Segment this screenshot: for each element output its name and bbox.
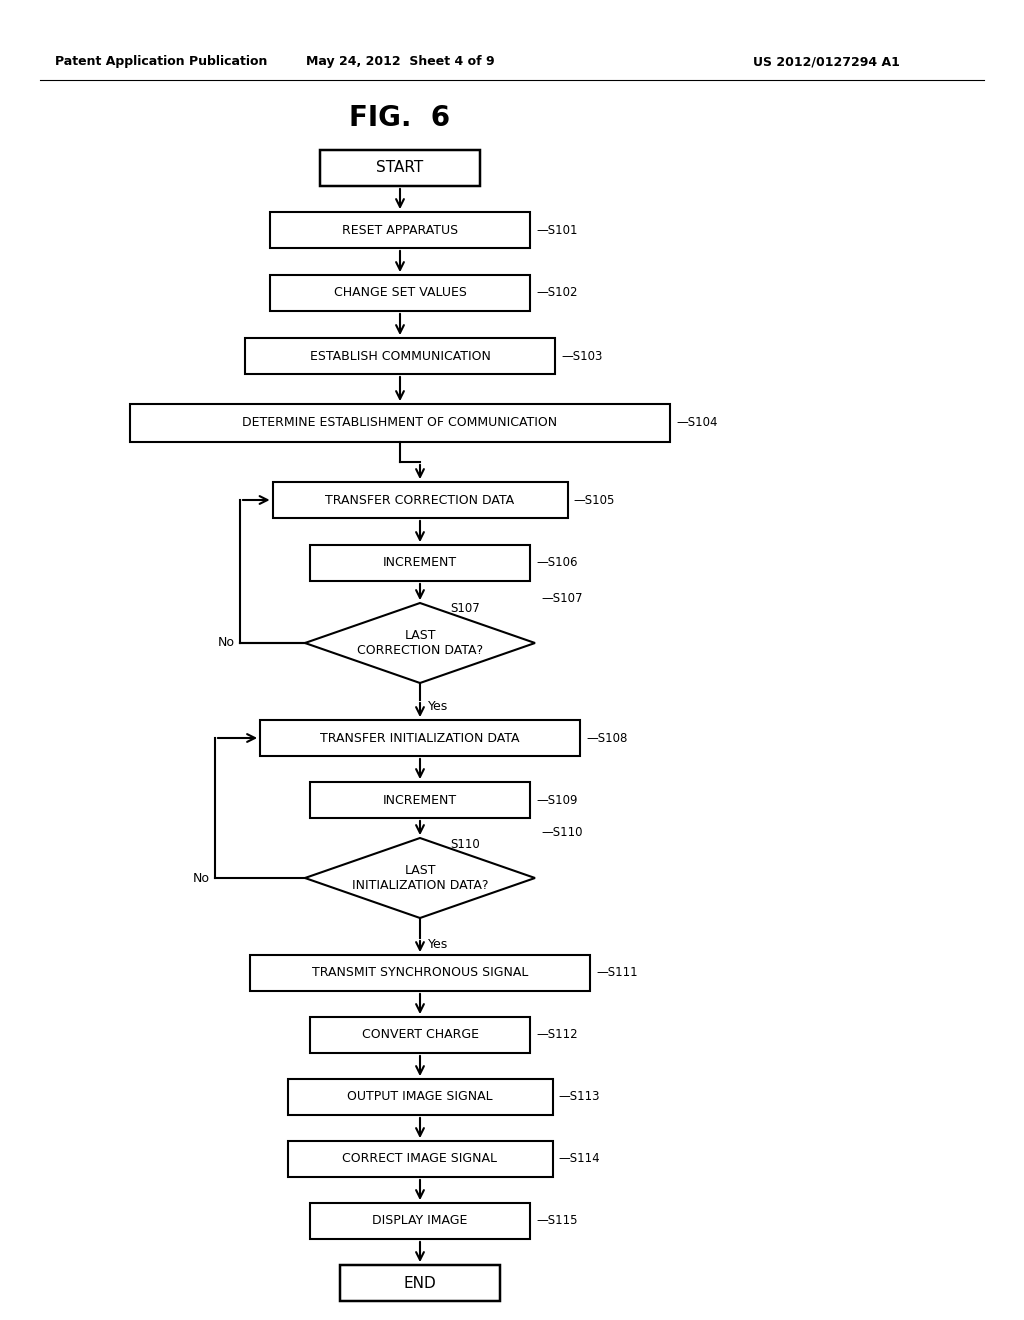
Text: Patent Application Publication: Patent Application Publication (55, 55, 267, 69)
Text: —S102: —S102 (536, 286, 578, 300)
Text: LAST
INITIALIZATION DATA?: LAST INITIALIZATION DATA? (352, 865, 488, 892)
Polygon shape (305, 603, 535, 682)
Text: May 24, 2012  Sheet 4 of 9: May 24, 2012 Sheet 4 of 9 (306, 55, 495, 69)
Bar (310, 1016, 530, 1053)
Text: INCREMENT: INCREMENT (383, 557, 457, 569)
Text: —S101: —S101 (536, 223, 578, 236)
Text: No: No (218, 636, 234, 649)
Text: —S104: —S104 (676, 417, 718, 429)
Bar (270, 275, 530, 312)
Polygon shape (305, 838, 535, 917)
Bar (260, 719, 580, 756)
Text: DISPLAY IMAGE: DISPLAY IMAGE (373, 1214, 468, 1228)
Bar (130, 404, 670, 442)
Bar (245, 338, 555, 374)
Text: CHANGE SET VALUES: CHANGE SET VALUES (334, 286, 467, 300)
Text: S110: S110 (450, 837, 480, 850)
Text: —S106: —S106 (536, 557, 578, 569)
Text: TRANSFER CORRECTION DATA: TRANSFER CORRECTION DATA (326, 494, 515, 507)
Text: CONVERT CHARGE: CONVERT CHARGE (361, 1028, 478, 1041)
Text: —S103: —S103 (561, 350, 602, 363)
Text: CORRECT IMAGE SIGNAL: CORRECT IMAGE SIGNAL (342, 1152, 498, 1166)
Text: —S113: —S113 (558, 1090, 600, 1104)
Text: Yes: Yes (428, 700, 449, 713)
Text: TRANSMIT SYNCHRONOUS SIGNAL: TRANSMIT SYNCHRONOUS SIGNAL (312, 966, 528, 979)
Bar (310, 1203, 530, 1239)
Text: —S110: —S110 (541, 826, 583, 840)
FancyBboxPatch shape (319, 150, 480, 186)
Text: LAST
CORRECTION DATA?: LAST CORRECTION DATA? (357, 630, 483, 657)
Text: —S111: —S111 (596, 966, 638, 979)
Text: No: No (193, 871, 210, 884)
Bar (272, 482, 567, 517)
Bar (310, 545, 530, 581)
Text: OUTPUT IMAGE SIGNAL: OUTPUT IMAGE SIGNAL (347, 1090, 493, 1104)
Text: —S109: —S109 (536, 793, 578, 807)
Text: RESET APPARATUS: RESET APPARATUS (342, 223, 458, 236)
Text: TRANSFER INITIALIZATION DATA: TRANSFER INITIALIZATION DATA (321, 731, 520, 744)
Text: START: START (377, 161, 424, 176)
Text: Yes: Yes (428, 939, 449, 950)
FancyBboxPatch shape (340, 1265, 500, 1302)
Text: —S112: —S112 (536, 1028, 578, 1041)
Bar (288, 1140, 553, 1177)
Text: S107: S107 (450, 602, 480, 615)
Text: —S105: —S105 (573, 494, 614, 507)
Bar (250, 954, 590, 991)
Text: FIG.  6: FIG. 6 (349, 104, 451, 132)
Text: US 2012/0127294 A1: US 2012/0127294 A1 (753, 55, 900, 69)
Text: DETERMINE ESTABLISHMENT OF COMMUNICATION: DETERMINE ESTABLISHMENT OF COMMUNICATION (243, 417, 557, 429)
Bar (270, 213, 530, 248)
Bar (288, 1078, 553, 1115)
Text: END: END (403, 1275, 436, 1291)
Text: —S115: —S115 (536, 1214, 578, 1228)
Text: —S114: —S114 (558, 1152, 600, 1166)
Text: —S108: —S108 (586, 731, 628, 744)
Bar (310, 781, 530, 818)
Text: ESTABLISH COMMUNICATION: ESTABLISH COMMUNICATION (309, 350, 490, 363)
Text: —S107: —S107 (541, 591, 583, 605)
Text: INCREMENT: INCREMENT (383, 793, 457, 807)
